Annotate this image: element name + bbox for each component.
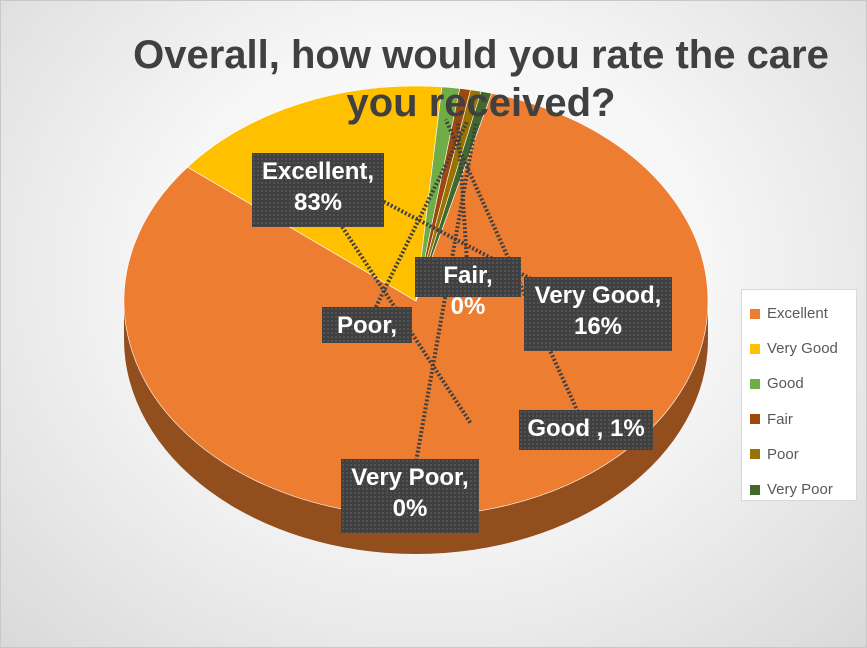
legend-swatch <box>750 378 760 389</box>
legend-swatch <box>750 449 760 460</box>
legend-item-fair: Fair <box>750 402 856 437</box>
legend-label: Very Poor <box>767 481 833 499</box>
legend-label: Very Good <box>767 340 838 358</box>
data-label-line: 16% <box>573 313 623 340</box>
data-label-very-good: Very Good, 16% <box>524 277 672 351</box>
legend-label: Excellent <box>767 305 828 323</box>
data-label-very-poor: Very Poor, 0% <box>341 459 479 533</box>
data-label-line: 83% <box>293 189 343 216</box>
data-label-line: Poor, <box>336 312 397 339</box>
data-label-line: 0% <box>392 495 428 522</box>
data-label-line: Excellent, <box>261 158 375 185</box>
legend-item-good: Good <box>750 366 856 401</box>
leader-line-excellent <box>316 188 473 425</box>
legend-item-excellent: Excellent <box>750 296 856 331</box>
leader-lines <box>316 118 599 497</box>
data-label-line: Fair, 0% <box>443 262 493 320</box>
data-label-excellent: Excellent, 83% <box>252 153 384 227</box>
leader-line-poor <box>365 121 469 326</box>
pie-side-excellent <box>124 301 708 554</box>
data-label-line: Very Good, <box>534 282 662 309</box>
data-label-good: Good , 1% <box>519 410 653 450</box>
legend: Excellent Very Good Good Fair Poor Very … <box>741 289 857 501</box>
legend-swatch <box>750 343 760 354</box>
leader-line-good <box>443 118 588 431</box>
legend-label: Fair <box>767 410 793 428</box>
data-label-poor: Poor, <box>322 307 412 343</box>
data-label-fair: Fair, 0% <box>415 257 521 320</box>
legend-swatch <box>750 414 760 425</box>
legend-label: Poor <box>767 445 799 463</box>
data-label-line: Good , 1% <box>527 415 645 442</box>
legend-swatch <box>750 308 760 319</box>
leader-line-very-good <box>346 180 599 316</box>
legend-label: Good <box>767 375 804 393</box>
legend-item-very-poor: Very Poor <box>750 472 856 507</box>
legend-item-very-good: Very Good <box>750 331 856 366</box>
chart-title: Overall, how would you rate the care you… <box>133 33 829 125</box>
leader-line-very-poor <box>408 123 478 497</box>
legend-swatch <box>750 484 760 495</box>
data-label-line: Very Poor, <box>351 464 469 491</box>
pie-depth <box>124 301 708 554</box>
legend-item-poor: Poor <box>750 437 856 472</box>
